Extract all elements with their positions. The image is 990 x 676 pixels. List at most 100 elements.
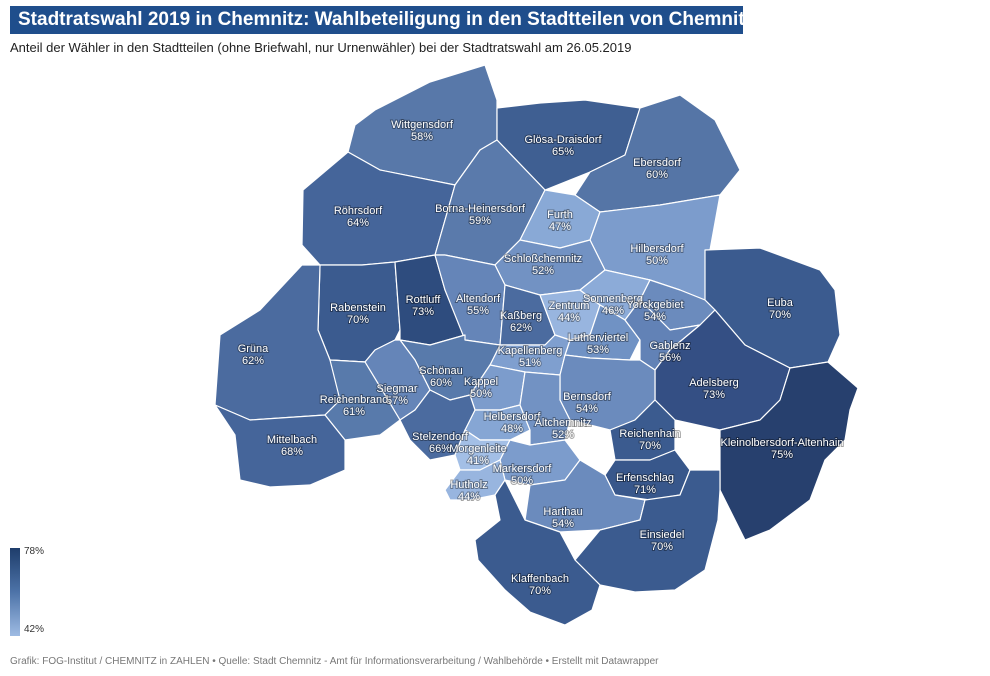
district-value: 73% [412,306,434,318]
district-value: 50% [646,255,668,267]
district-label: Schloßchemnitz 52% [504,253,582,277]
district-name: Altendorf [456,293,501,305]
district-value: 57% [386,395,408,407]
district-name: Siegmar [377,383,418,395]
district-value: 44% [558,312,580,324]
district-label: Adelsberg 73% [689,377,739,401]
district-label: Markersdorf 50% [493,463,553,487]
district-value: 70% [347,314,369,326]
district-label: Morgenleite 41% [449,443,506,467]
district-name: Zentrum [549,300,590,312]
district-label: Kappel 50% [464,376,498,400]
district-label: Ebersdorf 60% [633,157,682,181]
district-value: 60% [646,169,668,181]
district-value: 60% [430,377,452,389]
district-name: Lutherviertel [568,332,629,344]
district-label: Helbersdorf 48% [484,411,542,435]
district-label: Rabenstein 70% [330,302,386,326]
district-name: Reichenhain [619,428,680,440]
district-label: Gablenz 56% [650,340,691,364]
district-name: Helbersdorf [484,411,542,423]
district-label: Bernsdorf 54% [563,391,612,415]
district-name: Klaffenbach [511,573,569,585]
district-label: Röhrsdorf 64% [334,205,383,229]
legend-color-scale [10,548,20,636]
district-name: Ebersdorf [633,157,682,169]
district-label: Kaßberg 62% [500,310,542,334]
district-label: Altchemnitz 52% [535,417,592,441]
district-label: Zentrum 44% [549,300,590,324]
district-label: Reichenbrand 61% [320,394,389,418]
legend-max-label: 78% [24,546,45,557]
district-label: Yorckgebiet 54% [626,299,683,323]
district-stelzendorf[interactable] [399,389,476,461]
district-name: Altchemnitz [535,417,592,429]
district-value: 68% [281,446,303,458]
district-name: Grüna [238,343,269,355]
district-altchemnitz[interactable] [519,371,571,446]
district-label: Reichenhain 70% [619,428,680,452]
district-name: Yorckgebiet [626,299,683,311]
district-value: 62% [510,322,532,334]
district-label: Furth 47% [547,209,573,233]
district-label: Hutholz 44% [450,479,487,503]
district-kleinolbersdorf-altenhain[interactable] [719,361,859,541]
district-name: Glösa-Draisdorf [524,134,602,146]
district-name: Sonnenberg [583,293,643,305]
district-value: 48% [501,423,523,435]
district-value: 58% [411,131,433,143]
district-value: 52% [552,429,574,441]
district-value: 61% [343,406,365,418]
district-reichenbrand[interactable] [324,359,401,441]
district-label: Erfenschlag 71% [616,472,674,496]
district-name: Kapellenberg [498,345,563,357]
district-label: Stelzendorf 66% [412,431,469,455]
district-value: 54% [552,518,574,530]
district-value: 53% [587,344,609,356]
district-label: Kapellenberg 51% [498,345,563,369]
district-name: Einsiedel [640,529,685,541]
district-value: 50% [470,388,492,400]
district-value: 75% [771,449,793,461]
district-label: Wittgensdorf 58% [391,119,454,143]
district-name: Schönau [419,365,462,377]
district-value: 50% [511,475,533,487]
district-label: Sonnenberg 46% [583,293,643,317]
district-einsiedel[interactable] [574,469,721,593]
district-value: 66% [429,443,451,455]
district-name: Furth [547,209,573,221]
district-label: Harthau 54% [543,506,582,530]
district-label: Glösa-Draisdorf 65% [524,134,602,158]
legend-min-label: 42% [24,624,45,635]
district-label: Rottluff 73% [406,294,442,318]
district-mittelbach[interactable] [214,404,346,488]
district-name: Wittgensdorf [391,119,454,131]
district-label: Klaffenbach 70% [511,573,569,597]
district-name: Euba [767,297,794,309]
district-name: Borna-Heinersdorf [435,203,526,215]
district-name: Hilbersdorf [630,243,684,255]
district-name: Erfenschlag [616,472,674,484]
district-value: 65% [552,146,574,158]
district-name: Morgenleite [449,443,506,455]
district-name: Gablenz [650,340,691,352]
district-value: 64% [347,217,369,229]
district-label: Borna-Heinersdorf 59% [435,203,526,227]
district-name: Kappel [464,376,498,388]
district-value: 73% [703,389,725,401]
district-label: Einsiedel 70% [640,529,685,553]
district-klaffenbach[interactable] [474,479,601,626]
district-name: Stelzendorf [412,431,469,443]
district-label: Schönau 60% [419,365,462,389]
district-value: 70% [651,541,673,553]
district-label: Siegmar 57% [377,383,418,407]
district-label: Lutherviertel 53% [568,332,629,356]
district-value: 46% [602,305,624,317]
chart-title: Stadtratswahl 2019 in Chemnitz: Wahlbete… [10,6,743,34]
district-name: Mittelbach [267,434,317,446]
district-name: Harthau [543,506,582,518]
district-value: 70% [529,585,551,597]
district-value: 44% [458,491,480,503]
source-footer: Grafik: FOG-Institut / CHEMNITZ in ZAHLE… [10,656,659,667]
chart-subtitle: Anteil der Wähler in den Stadtteilen (oh… [10,40,632,55]
